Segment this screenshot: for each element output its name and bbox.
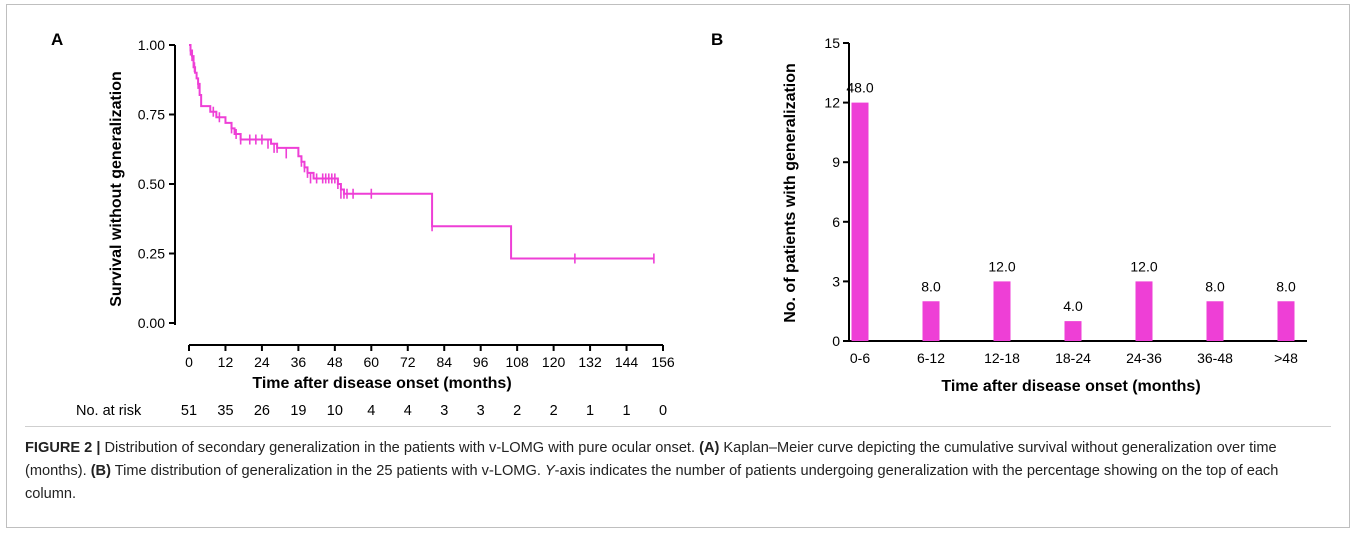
panel-a-x-tick-label: 144	[615, 354, 639, 370]
panel-a-axes: 0.00 0.25 0.50 0.75 1.00 0 12 24 36 48 60 72 84 96 108…	[138, 37, 675, 370]
caption-text-2: Kaplan–Meier curve depicting the cumulat…	[25, 440, 1277, 479]
panel-a-risk-table: 51 35 26 19 10 4 4 3 3 2 2 1 1 0	[181, 403, 667, 419]
risk-table-value: 1	[622, 403, 630, 419]
caption-b-label: (B)	[90, 463, 111, 479]
figure-caption: FIGURE 2 | Distribution of secondary gen…	[25, 437, 1325, 506]
caption-a-label: (A)	[699, 440, 720, 456]
caption-figure-label: FIGURE 2 |	[25, 440, 101, 456]
risk-table-value: 4	[404, 403, 412, 419]
panel-b-y-tick-label: 12	[824, 95, 840, 111]
risk-table-value: 2	[550, 403, 558, 419]
risk-table-value: 51	[181, 403, 197, 419]
caption-divider	[25, 426, 1331, 427]
risk-table-value: 2	[513, 403, 521, 419]
bar-data-label: 12.0	[988, 258, 1015, 274]
panel-a-y-tick-label: 0.75	[138, 107, 165, 123]
panel-a-label: A	[51, 30, 63, 49]
risk-table-value: 26	[254, 403, 270, 419]
panel-a-x-tick-label: 84	[436, 354, 452, 370]
panel-a-x-tick-label: 72	[400, 354, 416, 370]
panel-a-x-tick-label: 120	[542, 354, 566, 370]
bar-data-label: 8.0	[1205, 278, 1225, 294]
bar	[993, 281, 1011, 341]
panel-a-x-tick-label: 24	[254, 354, 270, 370]
risk-table-value: 35	[217, 403, 233, 419]
panel-a-y-axis-label: Survival without generalization	[108, 71, 125, 307]
bar-data-label: 4.0	[1063, 298, 1083, 314]
bar	[1064, 321, 1082, 341]
panel-b-y-tick-label: 6	[832, 214, 840, 230]
panel-b-y-axis-label: No. of patients with generalization	[782, 63, 799, 323]
panel-a-x-tick-label: 12	[218, 354, 234, 370]
panel-a-survival-curve	[189, 44, 655, 264]
panel-a-x-axis-label: Time after disease onset (months)	[252, 375, 511, 392]
panel-b-y-tick-label: 3	[832, 273, 840, 289]
figure-frame: A Survival without generalization Time a…	[6, 4, 1350, 528]
panel-a-x-tick-label: 36	[291, 354, 307, 370]
bar	[922, 301, 940, 341]
bar	[1206, 301, 1224, 341]
risk-table-value: 4	[367, 403, 375, 419]
panel-b-x-tick-label: >48	[1274, 350, 1298, 366]
risk-table-label: No. at risk	[76, 403, 142, 419]
panel-a-x-tick-label: 96	[473, 354, 489, 370]
bar	[1135, 281, 1153, 341]
panel-b-y-tick-label: 0	[832, 333, 840, 349]
risk-table-value: 19	[290, 403, 306, 419]
panel-a-x-tick-label: 132	[578, 354, 602, 370]
panel-a-x-tick-label: 156	[651, 354, 675, 370]
panel-b-x-tick-label: 36-48	[1197, 350, 1233, 366]
panel-b-bars: 48.0 0-6 8.0 6-12 12.0 12-18 4.0 18-24 12.0 24-36…	[846, 80, 1298, 366]
panel-b-x-tick-label: 18-24	[1055, 350, 1091, 366]
panel-a-y-tick-label: 0.25	[138, 246, 165, 262]
charts-area: A Survival without generalization Time a…	[51, 30, 1307, 419]
panel-b-label: B	[711, 30, 723, 49]
bar-data-label: 8.0	[921, 278, 941, 294]
panel-a-x-tick-label: 48	[327, 354, 343, 370]
bar-data-label: 12.0	[1130, 258, 1157, 274]
caption-text-4: -axis indicates the number of patients u…	[25, 463, 1279, 502]
panel-a-y-tick-label: 0.00	[138, 315, 165, 331]
caption-y-word: Y	[544, 463, 555, 479]
panel-a: A Survival without generalization Time a…	[51, 30, 675, 419]
panel-a-x-tick-label: 108	[505, 354, 529, 370]
panel-b-x-axis-label: Time after disease onset (months)	[941, 378, 1200, 395]
panel-b-x-tick-label: 6-12	[917, 350, 945, 366]
risk-table-value: 10	[327, 403, 343, 419]
caption-text-3: Time distribution of generalization in t…	[110, 463, 545, 479]
panel-a-x-tick-label: 0	[185, 354, 193, 370]
panel-b-x-tick-label: 24-36	[1126, 350, 1162, 366]
bar-data-label: 48.0	[846, 80, 873, 96]
risk-table-value: 1	[586, 403, 594, 419]
risk-table-value: 3	[440, 403, 448, 419]
bar-data-label: 8.0	[1276, 278, 1296, 294]
panel-a-y-tick-label: 0.50	[138, 176, 165, 192]
bar	[851, 102, 869, 341]
panel-a-x-tick-label: 60	[364, 354, 380, 370]
panel-b-y-tick-label: 15	[824, 35, 840, 51]
risk-table-value: 3	[477, 403, 485, 419]
bar	[1277, 301, 1295, 341]
panel-b: B No. of patients with generalization Ti…	[711, 30, 1307, 395]
survival-step-line	[189, 44, 654, 260]
panel-b-x-tick-label: 12-18	[984, 350, 1020, 366]
panel-b-y-tick-label: 9	[832, 154, 840, 170]
panel-a-y-tick-label: 1.00	[138, 37, 165, 53]
risk-table-value: 0	[659, 403, 667, 419]
caption-text-1: Distribution of secondary generalization…	[100, 440, 700, 456]
panel-b-x-tick-label: 0-6	[850, 350, 870, 366]
